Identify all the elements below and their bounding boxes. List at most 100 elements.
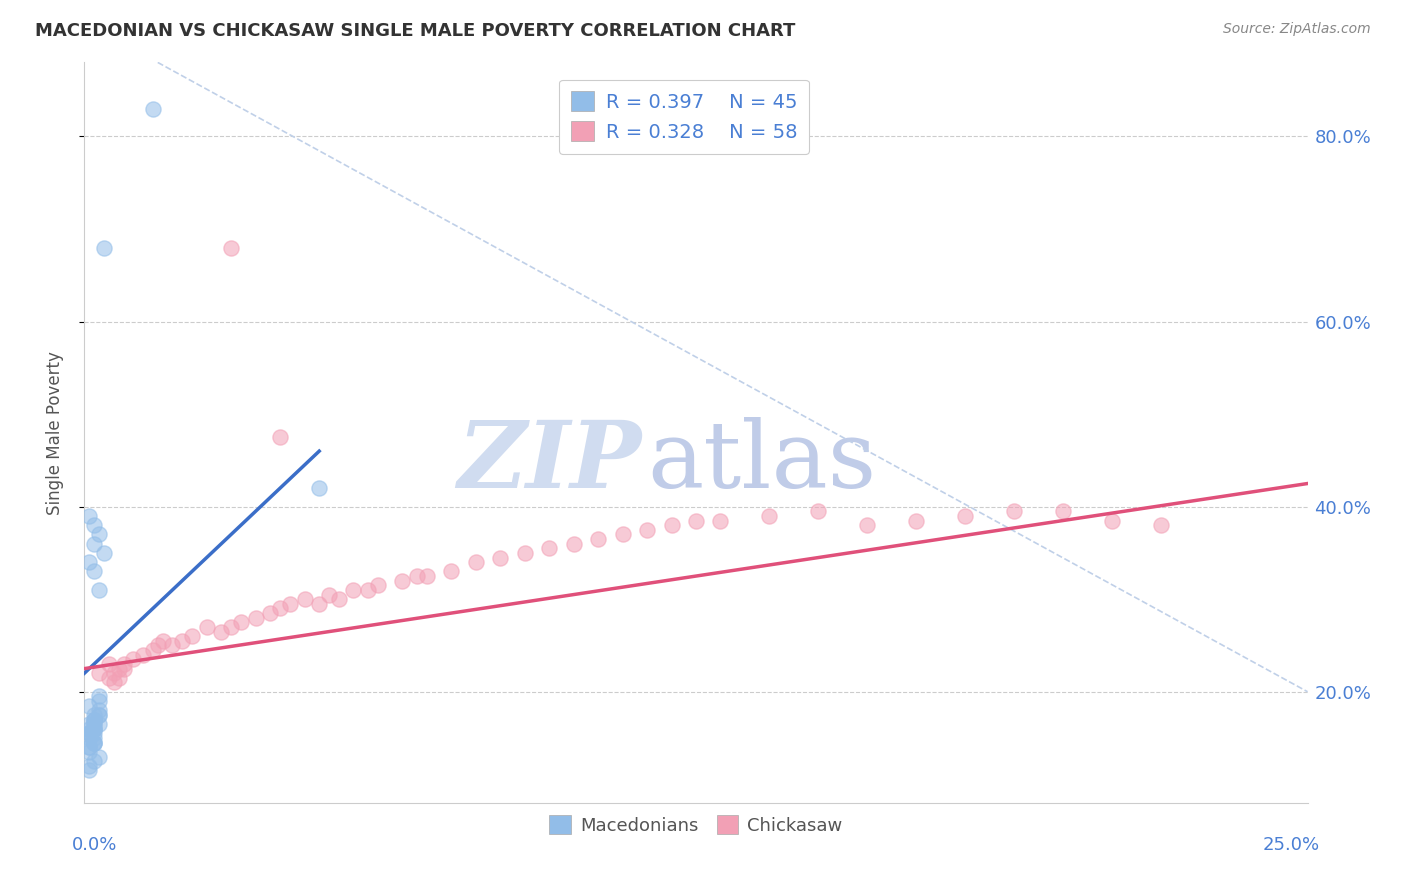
Point (146, 639, 169, 653)
Point (77, 745, 100, 759)
Text: 0.0%: 0.0% (72, 836, 118, 855)
Point (103, 666, 125, 681)
Point (97, 671, 120, 685)
Text: Source: ZipAtlas.com: Source: ZipAtlas.com (1223, 22, 1371, 37)
Point (107, 662, 129, 676)
Point (112, 662, 135, 676)
Point (87, 703, 110, 717)
Point (93, 240, 115, 254)
Point (77, 722, 100, 736)
Text: 25.0%: 25.0% (1263, 836, 1320, 855)
Point (562, 536, 585, 550)
Point (661, 518, 683, 533)
Point (318, 588, 340, 602)
Point (83, 736, 105, 750)
Point (83, 736, 105, 750)
Point (132, 648, 155, 662)
Point (103, 675, 125, 690)
Point (1052, 504, 1074, 518)
Point (77, 726, 100, 740)
Point (83, 707, 105, 722)
Point (142, 102, 165, 116)
Point (87, 666, 110, 681)
Point (278, 597, 301, 611)
Point (77, 717, 100, 731)
Point (83, 565, 105, 579)
Point (636, 523, 658, 537)
Point (77, 726, 100, 740)
Point (269, 430, 291, 444)
Point (142, 643, 165, 657)
Point (219, 240, 242, 254)
Point (758, 508, 780, 523)
Point (1150, 518, 1173, 533)
Point (953, 508, 976, 523)
Point (489, 550, 512, 565)
Point (245, 610, 267, 624)
Point (83, 754, 105, 768)
Point (112, 657, 135, 671)
Point (464, 555, 486, 569)
Point (294, 592, 316, 607)
Point (586, 532, 609, 546)
Point (612, 527, 634, 541)
Y-axis label: Single Male Poverty: Single Male Poverty (45, 351, 63, 515)
Point (308, 481, 330, 495)
Point (328, 592, 350, 607)
Point (367, 578, 389, 592)
Point (513, 546, 536, 560)
Point (83, 726, 105, 740)
Point (83, 518, 105, 533)
Point (77, 726, 100, 740)
Point (83, 722, 105, 736)
Point (229, 615, 252, 630)
Point (440, 565, 463, 579)
Point (342, 582, 364, 597)
Point (87, 694, 110, 708)
Text: atlas: atlas (647, 417, 876, 508)
Text: MACEDONIAN VS CHICKASAW SINGLE MALE POVERTY CORRELATION CHART: MACEDONIAN VS CHICKASAW SINGLE MALE POVE… (35, 22, 796, 40)
Point (83, 717, 105, 731)
Point (172, 633, 194, 648)
Point (391, 574, 413, 588)
Point (83, 736, 105, 750)
Text: ZIP: ZIP (457, 417, 641, 508)
Point (77, 698, 100, 713)
Point (905, 514, 928, 528)
Point (83, 717, 105, 731)
Point (77, 740, 100, 755)
Point (357, 582, 380, 597)
Legend: Macedonians, Chickasaw: Macedonians, Chickasaw (543, 808, 849, 842)
Point (856, 518, 879, 533)
Point (416, 569, 439, 583)
Point (181, 629, 204, 643)
Point (87, 527, 110, 541)
Point (685, 514, 707, 528)
Point (77, 555, 100, 569)
Point (87, 707, 110, 722)
Point (807, 504, 830, 518)
Point (209, 624, 232, 639)
Point (87, 707, 110, 722)
Point (219, 620, 242, 634)
Point (97, 657, 120, 671)
Point (83, 536, 105, 550)
Point (87, 749, 110, 764)
Point (195, 620, 218, 634)
Point (1101, 514, 1123, 528)
Point (93, 546, 115, 560)
Point (269, 601, 291, 615)
Point (87, 717, 110, 731)
Point (122, 652, 145, 666)
Point (87, 582, 110, 597)
Point (77, 758, 100, 772)
Point (709, 514, 731, 528)
Point (1002, 504, 1025, 518)
Point (162, 639, 184, 653)
Point (308, 597, 330, 611)
Point (259, 606, 281, 620)
Point (83, 713, 105, 727)
Point (77, 740, 100, 755)
Point (406, 569, 429, 583)
Point (77, 764, 100, 778)
